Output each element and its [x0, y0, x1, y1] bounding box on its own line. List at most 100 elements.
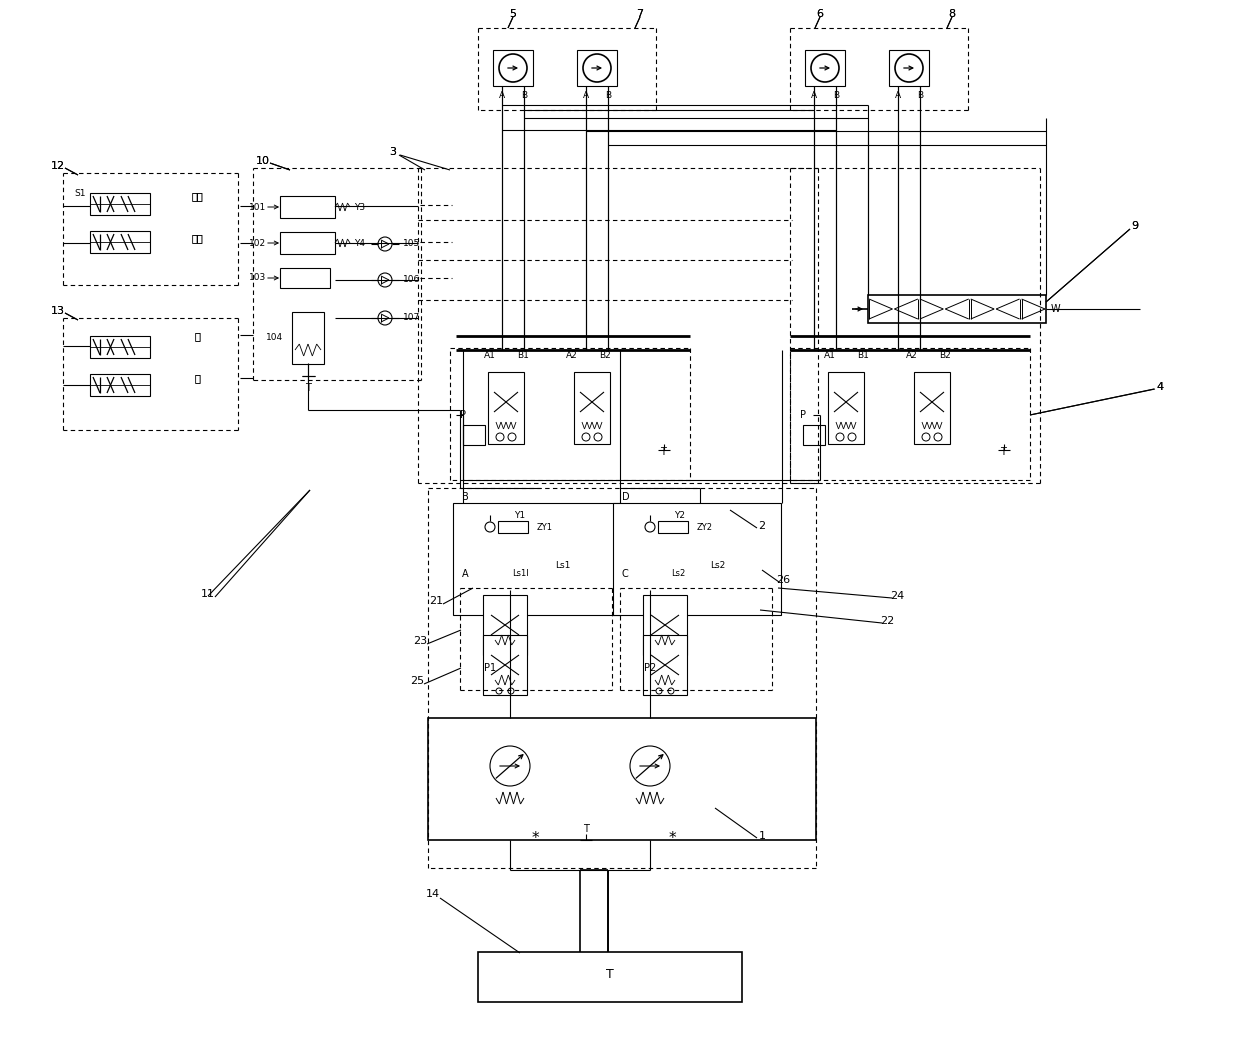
- Text: T: T: [305, 383, 311, 393]
- Text: 12: 12: [51, 161, 64, 171]
- Circle shape: [508, 648, 515, 654]
- Circle shape: [811, 54, 839, 82]
- Text: Y3: Y3: [355, 203, 366, 212]
- Text: ZY2: ZY2: [697, 522, 713, 531]
- Circle shape: [594, 433, 601, 441]
- Text: 7: 7: [636, 9, 644, 19]
- Text: A: A: [583, 91, 589, 99]
- Bar: [484, 635, 527, 695]
- Bar: [644, 595, 687, 655]
- Bar: [91, 193, 150, 215]
- Circle shape: [378, 311, 392, 325]
- Text: Y2: Y2: [675, 511, 686, 520]
- Bar: [805, 50, 844, 86]
- Circle shape: [630, 746, 670, 786]
- Text: B: B: [916, 91, 923, 99]
- Bar: [658, 521, 688, 533]
- Text: T: T: [583, 824, 589, 834]
- Text: P: P: [460, 410, 466, 420]
- Text: B: B: [833, 91, 839, 99]
- Text: 6: 6: [816, 9, 823, 19]
- Text: B1: B1: [517, 352, 529, 360]
- Text: 3: 3: [389, 147, 397, 157]
- Bar: [484, 595, 527, 655]
- Circle shape: [582, 433, 590, 441]
- Text: A1: A1: [484, 352, 496, 360]
- Circle shape: [848, 433, 856, 441]
- Circle shape: [836, 433, 844, 441]
- Text: B: B: [605, 91, 611, 99]
- Text: C: C: [622, 569, 629, 579]
- Text: B: B: [463, 492, 469, 502]
- Text: Ls1: Ls1: [556, 562, 570, 570]
- Text: 25: 25: [410, 677, 424, 686]
- Text: A: A: [895, 91, 901, 99]
- Text: Ls2: Ls2: [671, 569, 686, 578]
- Bar: [280, 268, 330, 288]
- Bar: [91, 374, 150, 396]
- Text: ZY1: ZY1: [537, 522, 553, 531]
- Text: 21: 21: [429, 596, 443, 606]
- Text: 24: 24: [890, 591, 904, 601]
- Text: 上移: 上移: [191, 191, 203, 201]
- Bar: [613, 503, 781, 615]
- Text: 5: 5: [510, 9, 517, 19]
- Text: 7: 7: [636, 9, 644, 19]
- Text: 上移: 上移: [191, 191, 203, 201]
- Circle shape: [508, 433, 516, 441]
- Text: P: P: [800, 410, 806, 420]
- Text: 5: 5: [510, 9, 517, 19]
- Text: A: A: [463, 569, 469, 579]
- Text: 跌: 跌: [195, 331, 200, 341]
- Circle shape: [498, 54, 527, 82]
- Bar: [914, 372, 950, 444]
- Text: 4: 4: [1157, 382, 1163, 392]
- Text: S1: S1: [74, 189, 86, 197]
- Circle shape: [490, 746, 529, 786]
- Text: 14: 14: [425, 889, 440, 899]
- Text: *: *: [668, 830, 676, 846]
- Bar: [428, 718, 816, 840]
- Text: A1: A1: [825, 352, 836, 360]
- Text: 8: 8: [949, 9, 956, 19]
- Text: B1: B1: [857, 352, 869, 360]
- Circle shape: [656, 648, 662, 654]
- Text: T: T: [606, 969, 614, 981]
- Circle shape: [934, 433, 942, 441]
- Text: 103: 103: [249, 274, 267, 283]
- Text: *: *: [531, 830, 539, 846]
- Bar: [463, 425, 485, 445]
- Text: 9: 9: [1131, 221, 1138, 231]
- Text: 飞: 飞: [195, 373, 200, 383]
- Bar: [644, 635, 687, 695]
- Bar: [489, 372, 525, 444]
- Text: A: A: [811, 91, 817, 99]
- Circle shape: [668, 648, 675, 654]
- Text: 4: 4: [1157, 382, 1163, 392]
- Text: 12: 12: [51, 161, 64, 171]
- Text: 22: 22: [880, 616, 894, 626]
- Text: 11: 11: [201, 589, 215, 599]
- Circle shape: [485, 522, 495, 532]
- Text: 1: 1: [759, 831, 765, 841]
- Circle shape: [496, 433, 503, 441]
- Text: 下移: 下移: [191, 233, 203, 243]
- Circle shape: [668, 688, 675, 694]
- Bar: [291, 312, 324, 364]
- Circle shape: [378, 272, 392, 287]
- Text: 107: 107: [403, 313, 420, 323]
- Text: Y1: Y1: [515, 511, 526, 520]
- Circle shape: [496, 688, 502, 694]
- Text: 13: 13: [51, 306, 64, 316]
- Text: D: D: [622, 492, 630, 502]
- Text: 跌: 跌: [195, 331, 200, 341]
- Text: A2: A2: [567, 352, 578, 360]
- Text: T: T: [660, 447, 666, 457]
- Text: Ls2: Ls2: [711, 562, 725, 570]
- Text: 3: 3: [389, 147, 397, 157]
- Bar: [477, 952, 742, 1002]
- Bar: [574, 372, 610, 444]
- Text: 2: 2: [759, 521, 765, 531]
- Circle shape: [923, 433, 930, 441]
- Text: 105: 105: [403, 239, 420, 248]
